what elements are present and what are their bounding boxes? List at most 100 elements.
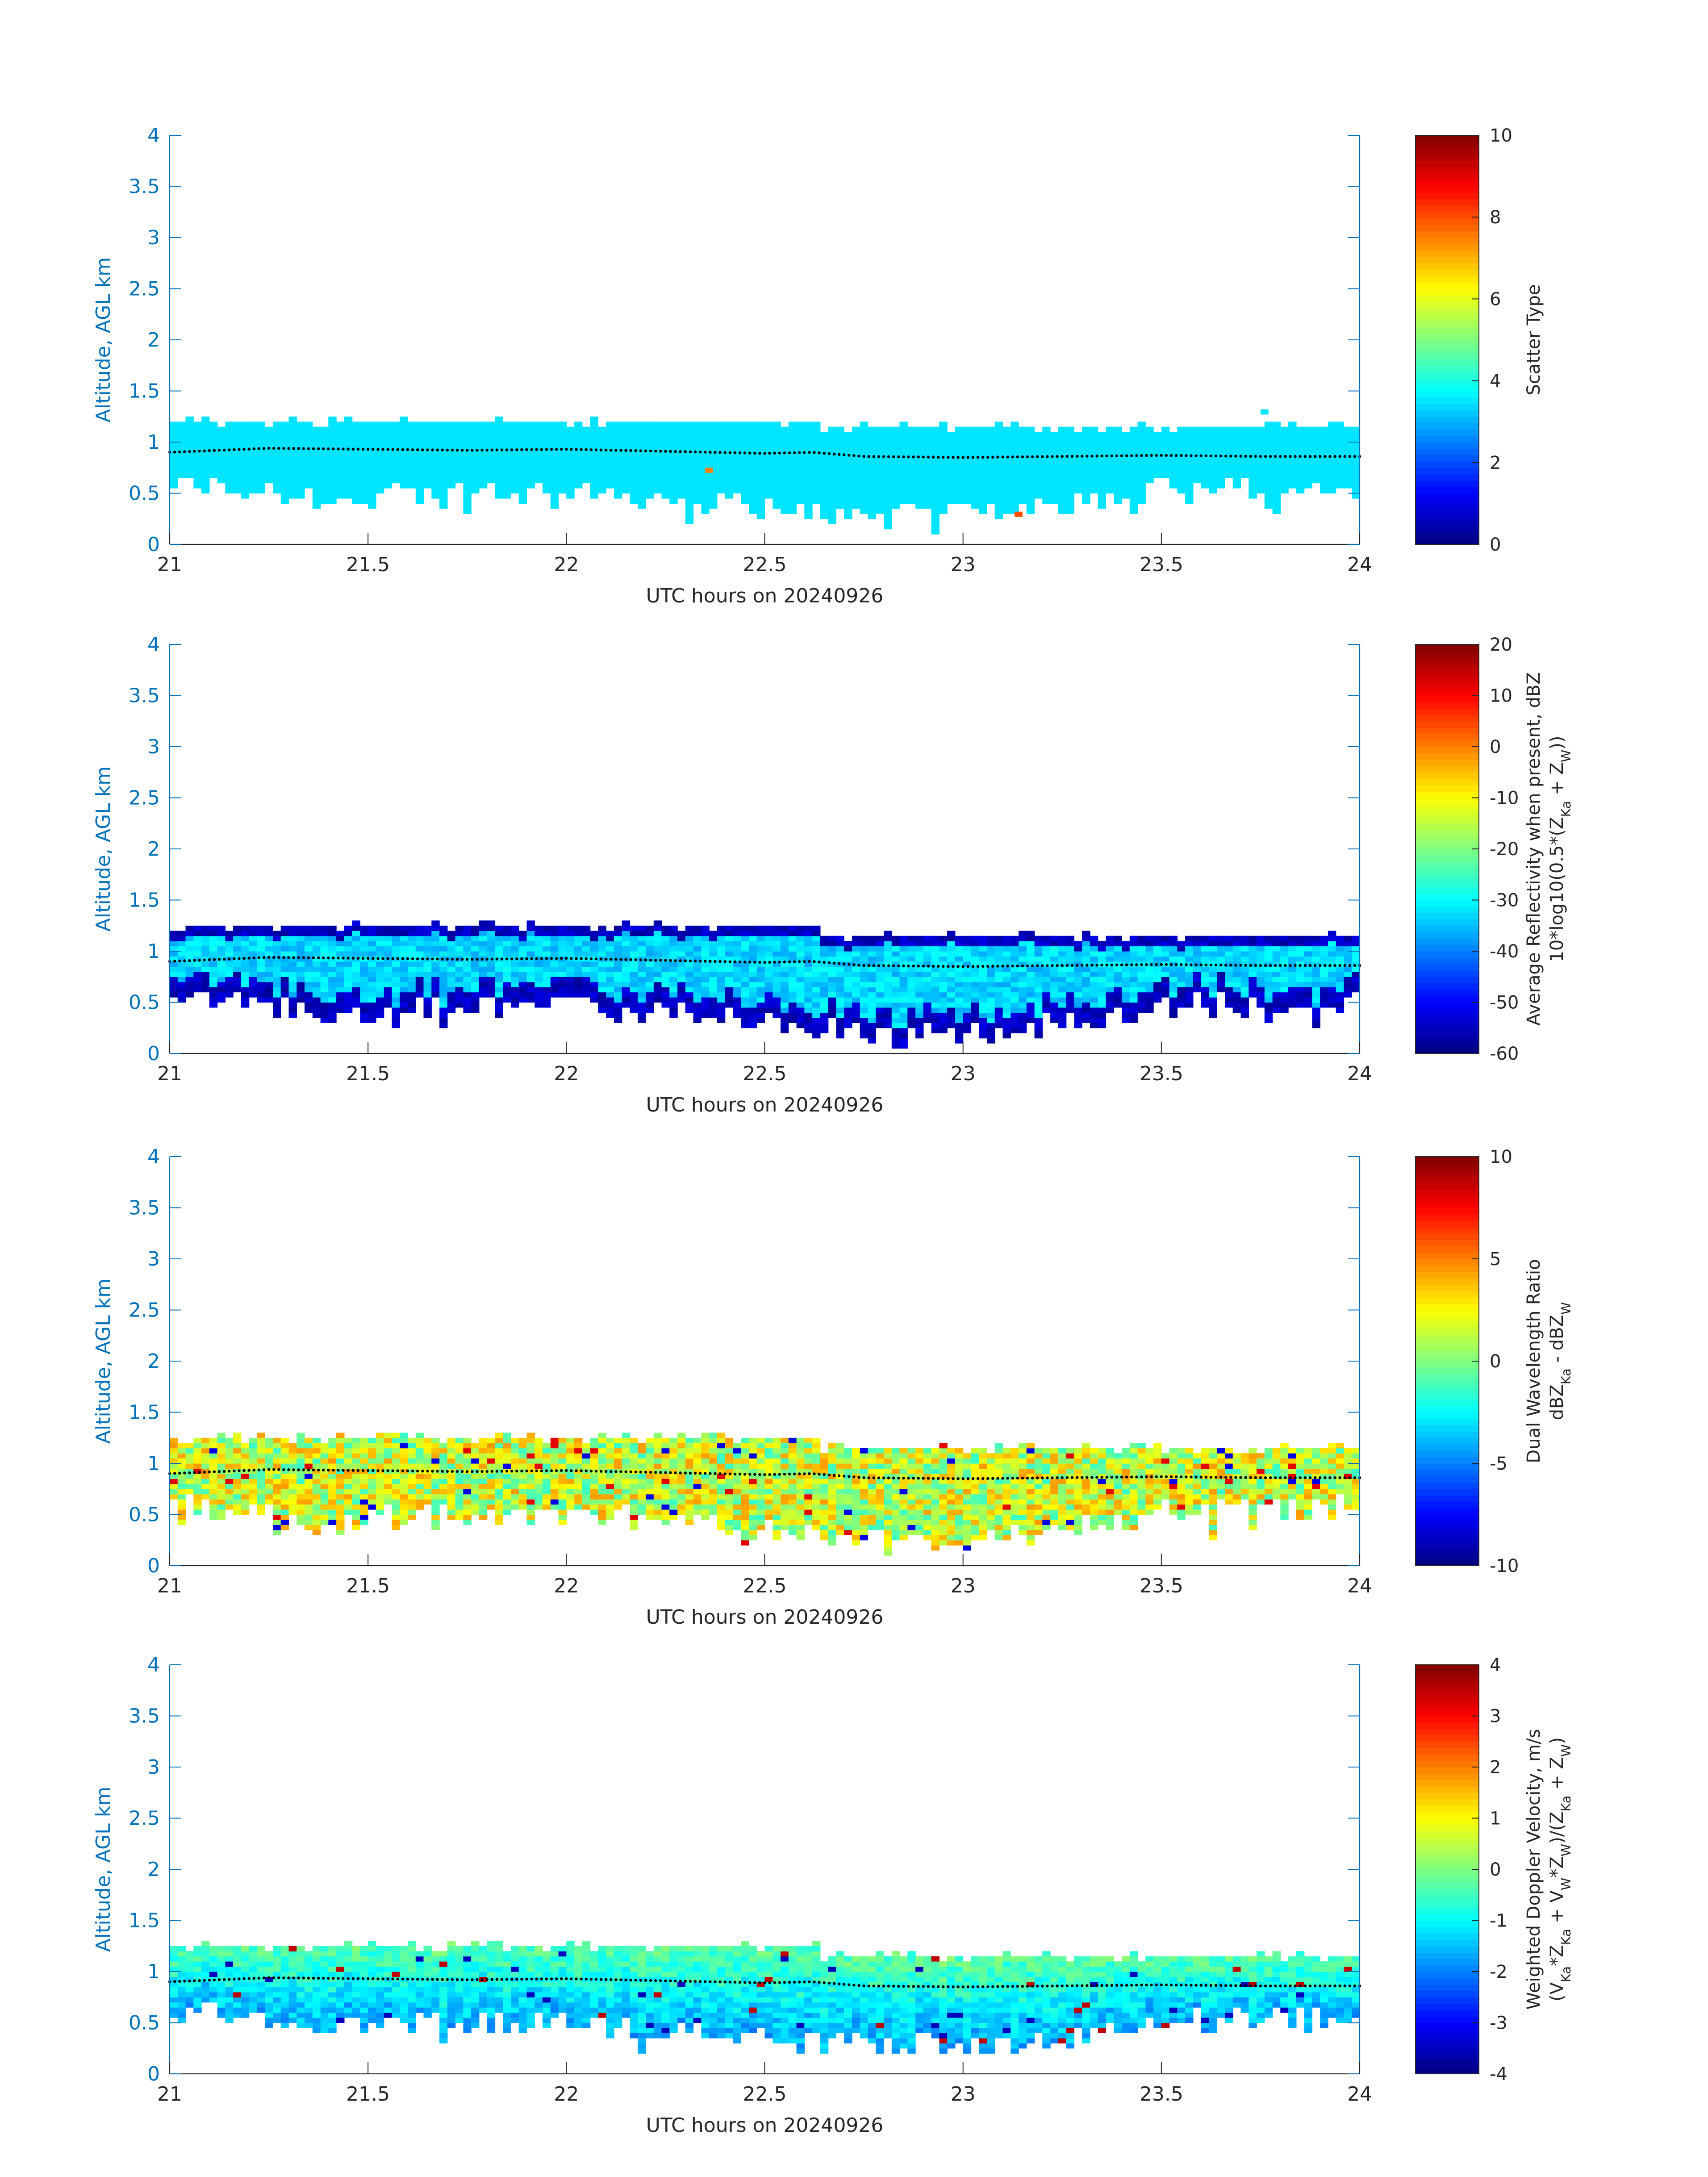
heatmap-cell — [368, 936, 376, 941]
dot-point — [649, 449, 652, 453]
heatmap-cell — [781, 1023, 789, 1028]
heatmap-cell — [725, 483, 734, 489]
heatmap-cell — [646, 936, 654, 941]
heatmap-cell — [288, 472, 297, 478]
heatmap-cell — [844, 442, 852, 447]
heatmap-cell — [1257, 946, 1265, 952]
heatmap-cell — [368, 468, 376, 473]
heatmap-cell — [638, 452, 646, 458]
heatmap-cell — [1280, 442, 1289, 448]
heatmap-cell — [447, 452, 456, 458]
heatmap-cell — [265, 432, 273, 438]
heatmap-cell — [344, 432, 353, 438]
heatmap-cell — [257, 457, 265, 463]
heatmap-cell — [423, 931, 432, 936]
heatmap-cell — [1249, 478, 1257, 484]
heatmap-cell — [566, 925, 575, 931]
heatmap-cell — [1257, 426, 1265, 432]
heatmap-cell — [344, 416, 353, 422]
heatmap-cell — [1153, 987, 1162, 993]
heatmap-cell — [915, 503, 924, 509]
heatmap-cell — [455, 432, 464, 438]
heatmap-cell — [1209, 437, 1217, 443]
heatmap-cell — [1225, 966, 1233, 972]
heatmap-cell — [1336, 472, 1345, 478]
heatmap-cell — [971, 971, 979, 977]
heatmap-cell — [455, 982, 464, 987]
heatmap-cell — [630, 457, 638, 463]
heatmap-cell — [709, 442, 718, 448]
heatmap-cell — [828, 956, 836, 962]
heatmap-cell — [431, 493, 440, 499]
dot-point — [624, 449, 627, 452]
heatmap-cell — [201, 442, 210, 448]
heatmap-cell — [1185, 977, 1194, 982]
heatmap-cell — [598, 971, 606, 977]
heatmap-cell — [431, 472, 440, 478]
dot-point — [515, 448, 518, 451]
heatmap-cell — [630, 1002, 638, 1008]
heatmap-cell — [518, 478, 527, 484]
heatmap-cell — [987, 946, 995, 952]
heatmap-cell — [915, 483, 924, 489]
heatmap-cell — [630, 977, 638, 982]
heatmap-cell — [408, 992, 416, 998]
heatmap-cell — [479, 992, 488, 998]
heatmap-cell — [669, 1002, 678, 1008]
heatmap-cell — [1169, 447, 1178, 453]
heatmap-cell — [669, 442, 678, 448]
heatmap-cell — [852, 472, 860, 478]
heatmap-cell — [923, 437, 932, 443]
heatmap-cell — [915, 956, 924, 962]
heatmap-cell — [1344, 472, 1352, 478]
heatmap-cell — [764, 488, 773, 494]
heatmap-cell — [939, 468, 948, 473]
heatmap-cell — [1217, 483, 1225, 489]
heatmap-cell — [1209, 982, 1217, 987]
heatmap-cell — [336, 452, 345, 458]
heatmap-cell — [781, 956, 789, 962]
heatmap-cell — [400, 987, 408, 993]
heatmap-cell — [725, 422, 734, 427]
heatmap-cell — [1161, 437, 1170, 443]
heatmap-cell — [1153, 462, 1162, 468]
heatmap-cell — [820, 951, 829, 957]
heatmap-cell — [305, 483, 313, 489]
dot-point — [1338, 455, 1341, 458]
heatmap-cell — [741, 961, 749, 967]
heatmap-cell — [1272, 493, 1281, 499]
heatmap-cell — [1145, 951, 1154, 957]
heatmap-cell — [868, 1028, 876, 1033]
heatmap-cell — [209, 432, 218, 438]
heatmap-cell — [630, 936, 638, 941]
heatmap-cell — [741, 966, 749, 972]
heatmap-cell — [1249, 426, 1257, 432]
heatmap-cell — [1129, 437, 1138, 443]
heatmap-cell — [1177, 946, 1186, 952]
heatmap-cell — [1090, 1007, 1098, 1013]
heatmap-cell — [439, 997, 448, 1003]
heatmap-cell — [170, 982, 178, 987]
heatmap-cell — [185, 987, 194, 993]
heatmap-cell — [463, 503, 472, 509]
heatmap-cell — [558, 452, 567, 458]
heatmap-cell — [1336, 422, 1345, 427]
heatmap-cell — [939, 977, 948, 982]
heatmap-cell — [899, 498, 908, 504]
heatmap-cell — [1137, 987, 1146, 993]
heatmap-cell — [526, 432, 535, 438]
heatmap-cell — [1177, 472, 1186, 478]
heatmap-cell — [756, 992, 765, 998]
heatmap-cell — [994, 508, 1003, 514]
heatmap-cell — [336, 432, 345, 438]
heatmap-cell — [685, 508, 694, 514]
heatmap-cell — [447, 1002, 456, 1008]
dot-point — [173, 451, 176, 454]
heatmap-cell — [868, 971, 876, 977]
heatmap-cell — [209, 457, 218, 463]
heatmap-cell — [638, 462, 646, 468]
heatmap-cell — [1114, 488, 1122, 494]
heatmap-cell — [1090, 966, 1098, 972]
heatmap-cell — [646, 442, 654, 448]
heatmap-cell — [423, 452, 432, 458]
